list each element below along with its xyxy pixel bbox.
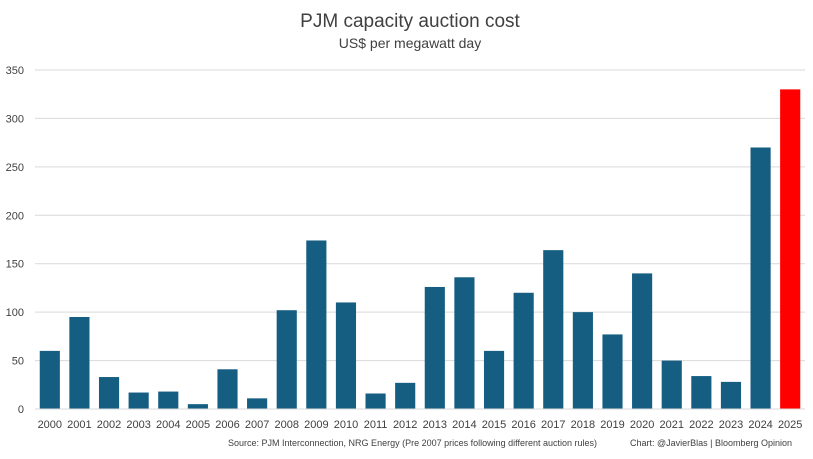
bar-2000	[39, 350, 60, 409]
y-tick-label: 50	[12, 356, 24, 368]
x-tick-label: 2020	[630, 419, 654, 431]
bar-2018	[572, 312, 593, 409]
bar-2005	[187, 404, 208, 409]
bar-2006	[217, 369, 238, 409]
bar-2021	[661, 360, 682, 409]
x-tick-label: 2008	[274, 419, 298, 431]
bar-2020	[632, 273, 653, 409]
x-tick-label: 2002	[97, 419, 121, 431]
bar-2023	[720, 381, 742, 409]
bar-2019	[602, 334, 623, 409]
bar-2025	[780, 89, 801, 409]
bar-2002	[98, 377, 120, 409]
y-tick-label: 0	[18, 404, 24, 416]
chart-subtitle: US$ per megawatt day	[339, 35, 481, 51]
bar-2012	[395, 382, 416, 409]
x-tick-label: 2021	[659, 419, 683, 431]
x-tick-label: 2018	[571, 419, 595, 431]
x-tick-label: 2014	[452, 419, 476, 431]
x-tick-label: 2019	[600, 419, 624, 431]
x-tick-label: 2013	[423, 419, 447, 431]
x-tick-label: 2011	[364, 419, 388, 431]
x-tick-label: 2007	[245, 419, 269, 431]
x-tick-label: 2017	[541, 419, 565, 431]
x-tick-label: 2004	[156, 419, 180, 431]
bar-2004	[158, 391, 179, 409]
x-tick-label: 2000	[38, 419, 62, 431]
bar-2014	[454, 277, 475, 409]
y-tick-label: 300	[6, 113, 24, 125]
x-tick-label: 2023	[719, 419, 743, 431]
bar-2016	[513, 292, 534, 409]
x-tick-label: 2016	[511, 419, 535, 431]
y-tick-label: 250	[6, 162, 24, 174]
x-tick-label: 2001	[67, 419, 91, 431]
x-tick-label: 2025	[778, 419, 802, 431]
bar-2015	[483, 350, 505, 409]
x-tick-label: 2010	[334, 419, 358, 431]
bars	[39, 89, 801, 409]
y-tick-label: 100	[6, 307, 24, 319]
bar-2007	[247, 398, 268, 409]
bar-2011	[365, 393, 386, 409]
x-tick-label: 2006	[215, 419, 239, 431]
y-tick-label: 350	[6, 65, 24, 77]
source-note: Source: PJM Interconnection, NRG Energy …	[228, 438, 597, 448]
bar-2008	[276, 310, 297, 409]
x-tick-label: 2015	[482, 419, 506, 431]
chart-credit: Chart: @JavierBlas | Bloomberg Opinion	[630, 438, 792, 448]
y-tick-label: 150	[6, 259, 24, 271]
x-tick-label: 2024	[748, 419, 772, 431]
x-axis-ticks: 2000 2001 2002 2003 2004 2005 2006 2007 2008 2009…	[38, 419, 803, 431]
bar-2022	[691, 376, 712, 409]
x-tick-label: 2003	[126, 419, 150, 431]
y-axis-ticks: 0 50 100 150 200 250 300 350	[6, 65, 24, 416]
x-tick-label: 2022	[689, 419, 713, 431]
y-tick-label: 200	[6, 210, 24, 222]
bar-2003	[128, 392, 149, 409]
x-tick-label: 2009	[304, 419, 328, 431]
bar-2010	[335, 302, 357, 409]
x-tick-label: 2012	[393, 419, 417, 431]
bar-2024	[750, 147, 771, 409]
gridlines	[35, 69, 805, 362]
bar-2017	[543, 250, 564, 409]
bar-2013	[424, 286, 445, 409]
chart-title: PJM capacity auction cost	[300, 11, 520, 32]
bar-2001	[69, 316, 90, 409]
x-tick-label: 2005	[186, 419, 210, 431]
bar-2009	[306, 240, 327, 409]
